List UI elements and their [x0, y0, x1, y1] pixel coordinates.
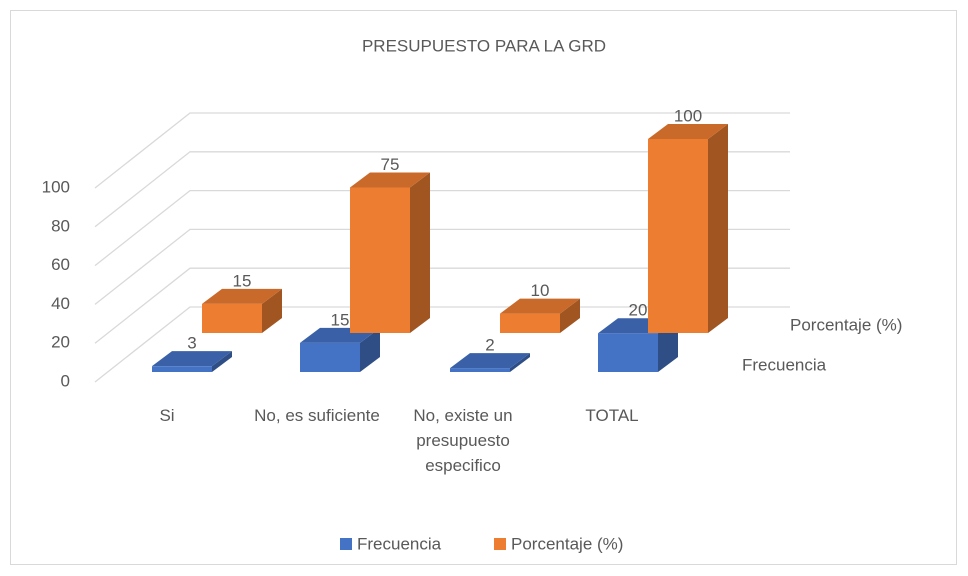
- data-label: 75: [381, 155, 400, 174]
- bar-top: [202, 288, 282, 304]
- bar-top: [350, 172, 430, 188]
- depth-axis-label: Frecuencia: [742, 355, 827, 374]
- legend-swatch: [340, 538, 352, 550]
- bar: [300, 327, 380, 372]
- y-tick-label: 20: [51, 333, 70, 352]
- grid-line: [94, 228, 790, 305]
- y-tick-label: 40: [51, 294, 70, 313]
- bar-front: [450, 368, 510, 372]
- x-tick-label: No, existe un presupuesto especifico: [413, 406, 513, 475]
- grid-line: [94, 189, 790, 267]
- data-label: 20: [629, 301, 648, 320]
- bar-top: [152, 351, 232, 367]
- bar-side: [360, 327, 380, 372]
- legend-label: Frecuencia: [357, 534, 442, 553]
- bar-side: [212, 351, 232, 372]
- grid-line: [94, 267, 790, 344]
- grid-line: [94, 306, 790, 383]
- bar: [202, 288, 282, 333]
- bar-top: [450, 353, 530, 369]
- y-tick-label: 80: [51, 216, 70, 235]
- depth-axis-label: Porcentaje (%): [790, 315, 902, 334]
- data-label: 2: [485, 336, 494, 355]
- bar-side: [410, 172, 430, 333]
- bar-front: [300, 342, 360, 372]
- data-label: 15: [233, 271, 252, 290]
- bar: [450, 353, 530, 372]
- bar-top: [648, 124, 728, 139]
- bar-front: [202, 303, 262, 333]
- bar-side: [560, 298, 580, 333]
- y-tick-label: 60: [51, 255, 70, 274]
- chart-title: PRESUPUESTO PARA LA GRD: [362, 36, 606, 55]
- bar-front: [648, 139, 708, 333]
- bar-front: [500, 313, 560, 333]
- data-label: 3: [187, 334, 196, 353]
- bar-side: [510, 353, 530, 372]
- data-label: 100: [674, 106, 702, 125]
- data-label: 15: [331, 310, 350, 329]
- bar-front: [152, 366, 212, 372]
- x-tick-label: Si: [159, 406, 175, 425]
- grid-line: [94, 151, 790, 228]
- bar: [152, 351, 232, 372]
- bar-front: [598, 333, 658, 372]
- x-tick-label: TOTAL: [585, 406, 639, 425]
- chart-border: [10, 10, 957, 565]
- bar: [648, 124, 728, 333]
- data-label: 10: [531, 281, 550, 300]
- bar: [500, 298, 580, 333]
- legend-swatch: [494, 538, 506, 550]
- legend-label: Porcentaje (%): [511, 534, 623, 553]
- bar-side: [262, 288, 282, 333]
- y-tick-label: 100: [42, 177, 70, 196]
- y-tick-label: 0: [61, 371, 70, 390]
- x-tick-label: No, es suficiente: [254, 406, 380, 425]
- bar-top: [500, 298, 580, 314]
- bar-side: [708, 124, 728, 333]
- bar-front: [350, 187, 410, 333]
- bar: [350, 172, 430, 333]
- grid-line: [94, 112, 790, 189]
